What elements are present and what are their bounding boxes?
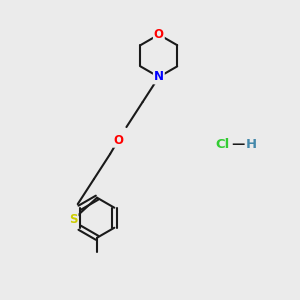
Text: Cl: Cl [215,138,229,151]
Text: O: O [113,134,123,147]
Text: H: H [246,138,257,151]
Text: —: — [231,138,244,151]
Text: N: N [154,70,164,83]
Text: O: O [154,28,164,41]
Text: S: S [69,213,77,226]
